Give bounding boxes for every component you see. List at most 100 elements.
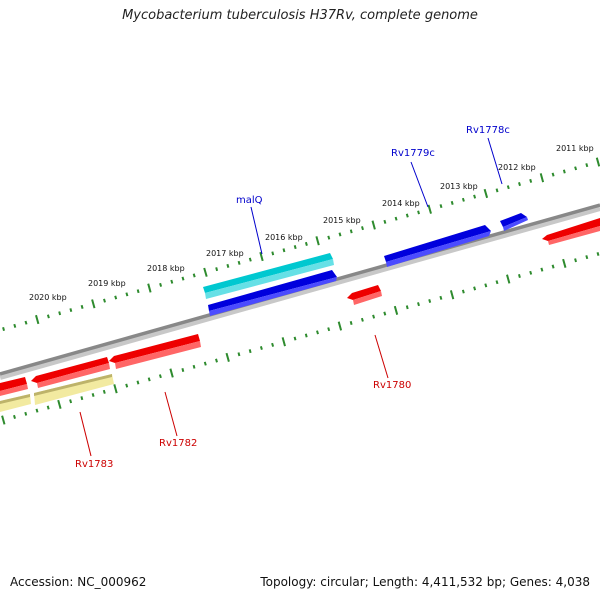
outer-minor-tick — [327, 235, 331, 240]
outer-minor-tick — [69, 308, 73, 313]
outer-minor-tick — [338, 232, 342, 237]
gene-left-edge-shadow — [0, 384, 28, 396]
outer-minor-tick — [226, 263, 230, 268]
outer-minor-tick — [293, 245, 297, 250]
reverse-genes — [0, 218, 600, 412]
inner-minor-tick — [13, 414, 16, 419]
inner-minor-tick — [585, 255, 589, 260]
outer-minor-tick — [2, 327, 5, 331]
gene-Rv1782[interactable] — [109, 334, 200, 363]
inner-major-tick — [281, 337, 286, 347]
outer-major-tick — [259, 251, 264, 262]
inner-tick-track — [1, 252, 600, 425]
gene-Rv1783[interactable] — [31, 357, 109, 383]
outer-major-tick — [147, 283, 152, 293]
inner-minor-tick — [417, 302, 420, 307]
topology-value: circular — [320, 575, 365, 589]
gene-left-edge[interactable] — [0, 377, 27, 391]
inner-minor-tick — [360, 317, 364, 322]
label-Rv1782[interactable]: Rv1782 — [159, 438, 197, 449]
outer-minor-tick — [574, 166, 578, 171]
inner-major-tick — [506, 274, 511, 284]
accession-label: Accession: — [10, 575, 74, 589]
inner-minor-tick — [203, 361, 207, 366]
gene-right-edge[interactable] — [542, 218, 600, 241]
outer-major-tick — [315, 236, 320, 246]
inner-minor-tick — [473, 286, 477, 291]
gene-Rv1778c[interactable] — [500, 213, 527, 227]
outer-minor-tick — [159, 282, 163, 287]
inner-minor-tick — [259, 346, 263, 350]
outer-minor-tick — [562, 169, 566, 174]
scale-label-2020: 2020 kbp — [29, 293, 67, 302]
outer-minor-tick — [361, 226, 364, 231]
outer-minor-tick — [585, 163, 589, 168]
inner-major-tick — [113, 384, 118, 394]
outer-minor-tick — [405, 213, 409, 218]
leader-Rv1783 — [79, 411, 92, 457]
inner-minor-tick — [495, 280, 499, 285]
outer-minor-tick — [80, 304, 84, 309]
gene-Rv1779c[interactable] — [384, 225, 491, 262]
gene-malQ[interactable] — [203, 253, 333, 293]
inner-minor-tick — [405, 305, 409, 310]
inner-minor-tick — [484, 283, 488, 288]
label-malQ[interactable]: malQ — [236, 195, 263, 206]
outer-minor-tick — [506, 185, 510, 190]
outer-major-tick — [371, 220, 376, 230]
gene-Rv1783-shadow — [37, 363, 110, 388]
outer-major-tick — [539, 173, 545, 183]
inner-minor-tick — [551, 264, 555, 269]
label-Rv1779c[interactable]: Rv1779c — [391, 148, 435, 159]
outer-minor-tick — [450, 200, 454, 205]
genes-value: 4,038 — [555, 575, 590, 589]
inner-minor-tick — [439, 295, 443, 300]
pseudo-band-Rv1783-edge — [34, 374, 112, 396]
accession-value: NC_000962 — [77, 575, 147, 589]
outer-minor-tick — [495, 188, 499, 193]
inner-minor-tick — [215, 358, 218, 363]
label-Rv1778c[interactable]: Rv1778c — [466, 125, 510, 136]
gene-Rv1780-shadow — [353, 291, 382, 305]
inner-major-tick — [169, 368, 174, 378]
leader-malQ — [250, 206, 263, 255]
forward-genes — [203, 213, 528, 316]
outer-minor-tick — [271, 251, 275, 256]
inner-major-tick — [337, 321, 343, 331]
outer-minor-tick — [215, 267, 219, 272]
label-Rv1780[interactable]: Rv1780 — [373, 380, 411, 391]
outer-major-tick — [203, 267, 208, 277]
gene-Rv1778c-shadow — [503, 217, 528, 231]
outer-minor-tick — [304, 241, 308, 246]
outer-minor-tick — [518, 182, 521, 187]
scale-label-2017: 2017 kbp — [206, 249, 244, 258]
gene-malQ-cds[interactable] — [208, 270, 337, 311]
inner-minor-tick — [24, 411, 28, 416]
scale-labels: 2011 kbp 2012 kbp 2013 kbp 2014 kbp 2015… — [29, 144, 594, 302]
outer-minor-tick — [394, 216, 398, 221]
outer-minor-tick — [237, 260, 241, 265]
outer-major-tick — [91, 299, 96, 309]
genes-label: Genes: — [509, 575, 552, 589]
inner-minor-tick — [461, 289, 465, 294]
outer-minor-tick — [349, 229, 353, 234]
outer-minor-tick — [58, 311, 62, 316]
outer-minor-tick — [13, 323, 17, 328]
leader-Rv1780 — [374, 334, 389, 379]
outer-major-tick — [35, 314, 40, 325]
outer-minor-tick — [103, 298, 106, 303]
gene-Rv1782-shadow — [115, 341, 201, 369]
pseudo-band-Rv1783[interactable] — [34, 374, 114, 405]
inner-minor-tick — [102, 389, 106, 394]
label-Rv1783[interactable]: Rv1783 — [75, 459, 113, 470]
gene-Rv1780[interactable] — [347, 285, 381, 300]
outer-minor-tick — [383, 219, 387, 224]
leader-Rv1778c — [487, 137, 503, 185]
outer-minor-tick — [439, 204, 443, 209]
length-label: Length: — [372, 575, 419, 589]
inner-minor-tick — [192, 364, 196, 369]
gene-malQ-cds-shadow — [209, 277, 337, 316]
scale-label-2015: 2015 kbp — [323, 216, 361, 225]
inner-minor-tick — [304, 333, 308, 338]
